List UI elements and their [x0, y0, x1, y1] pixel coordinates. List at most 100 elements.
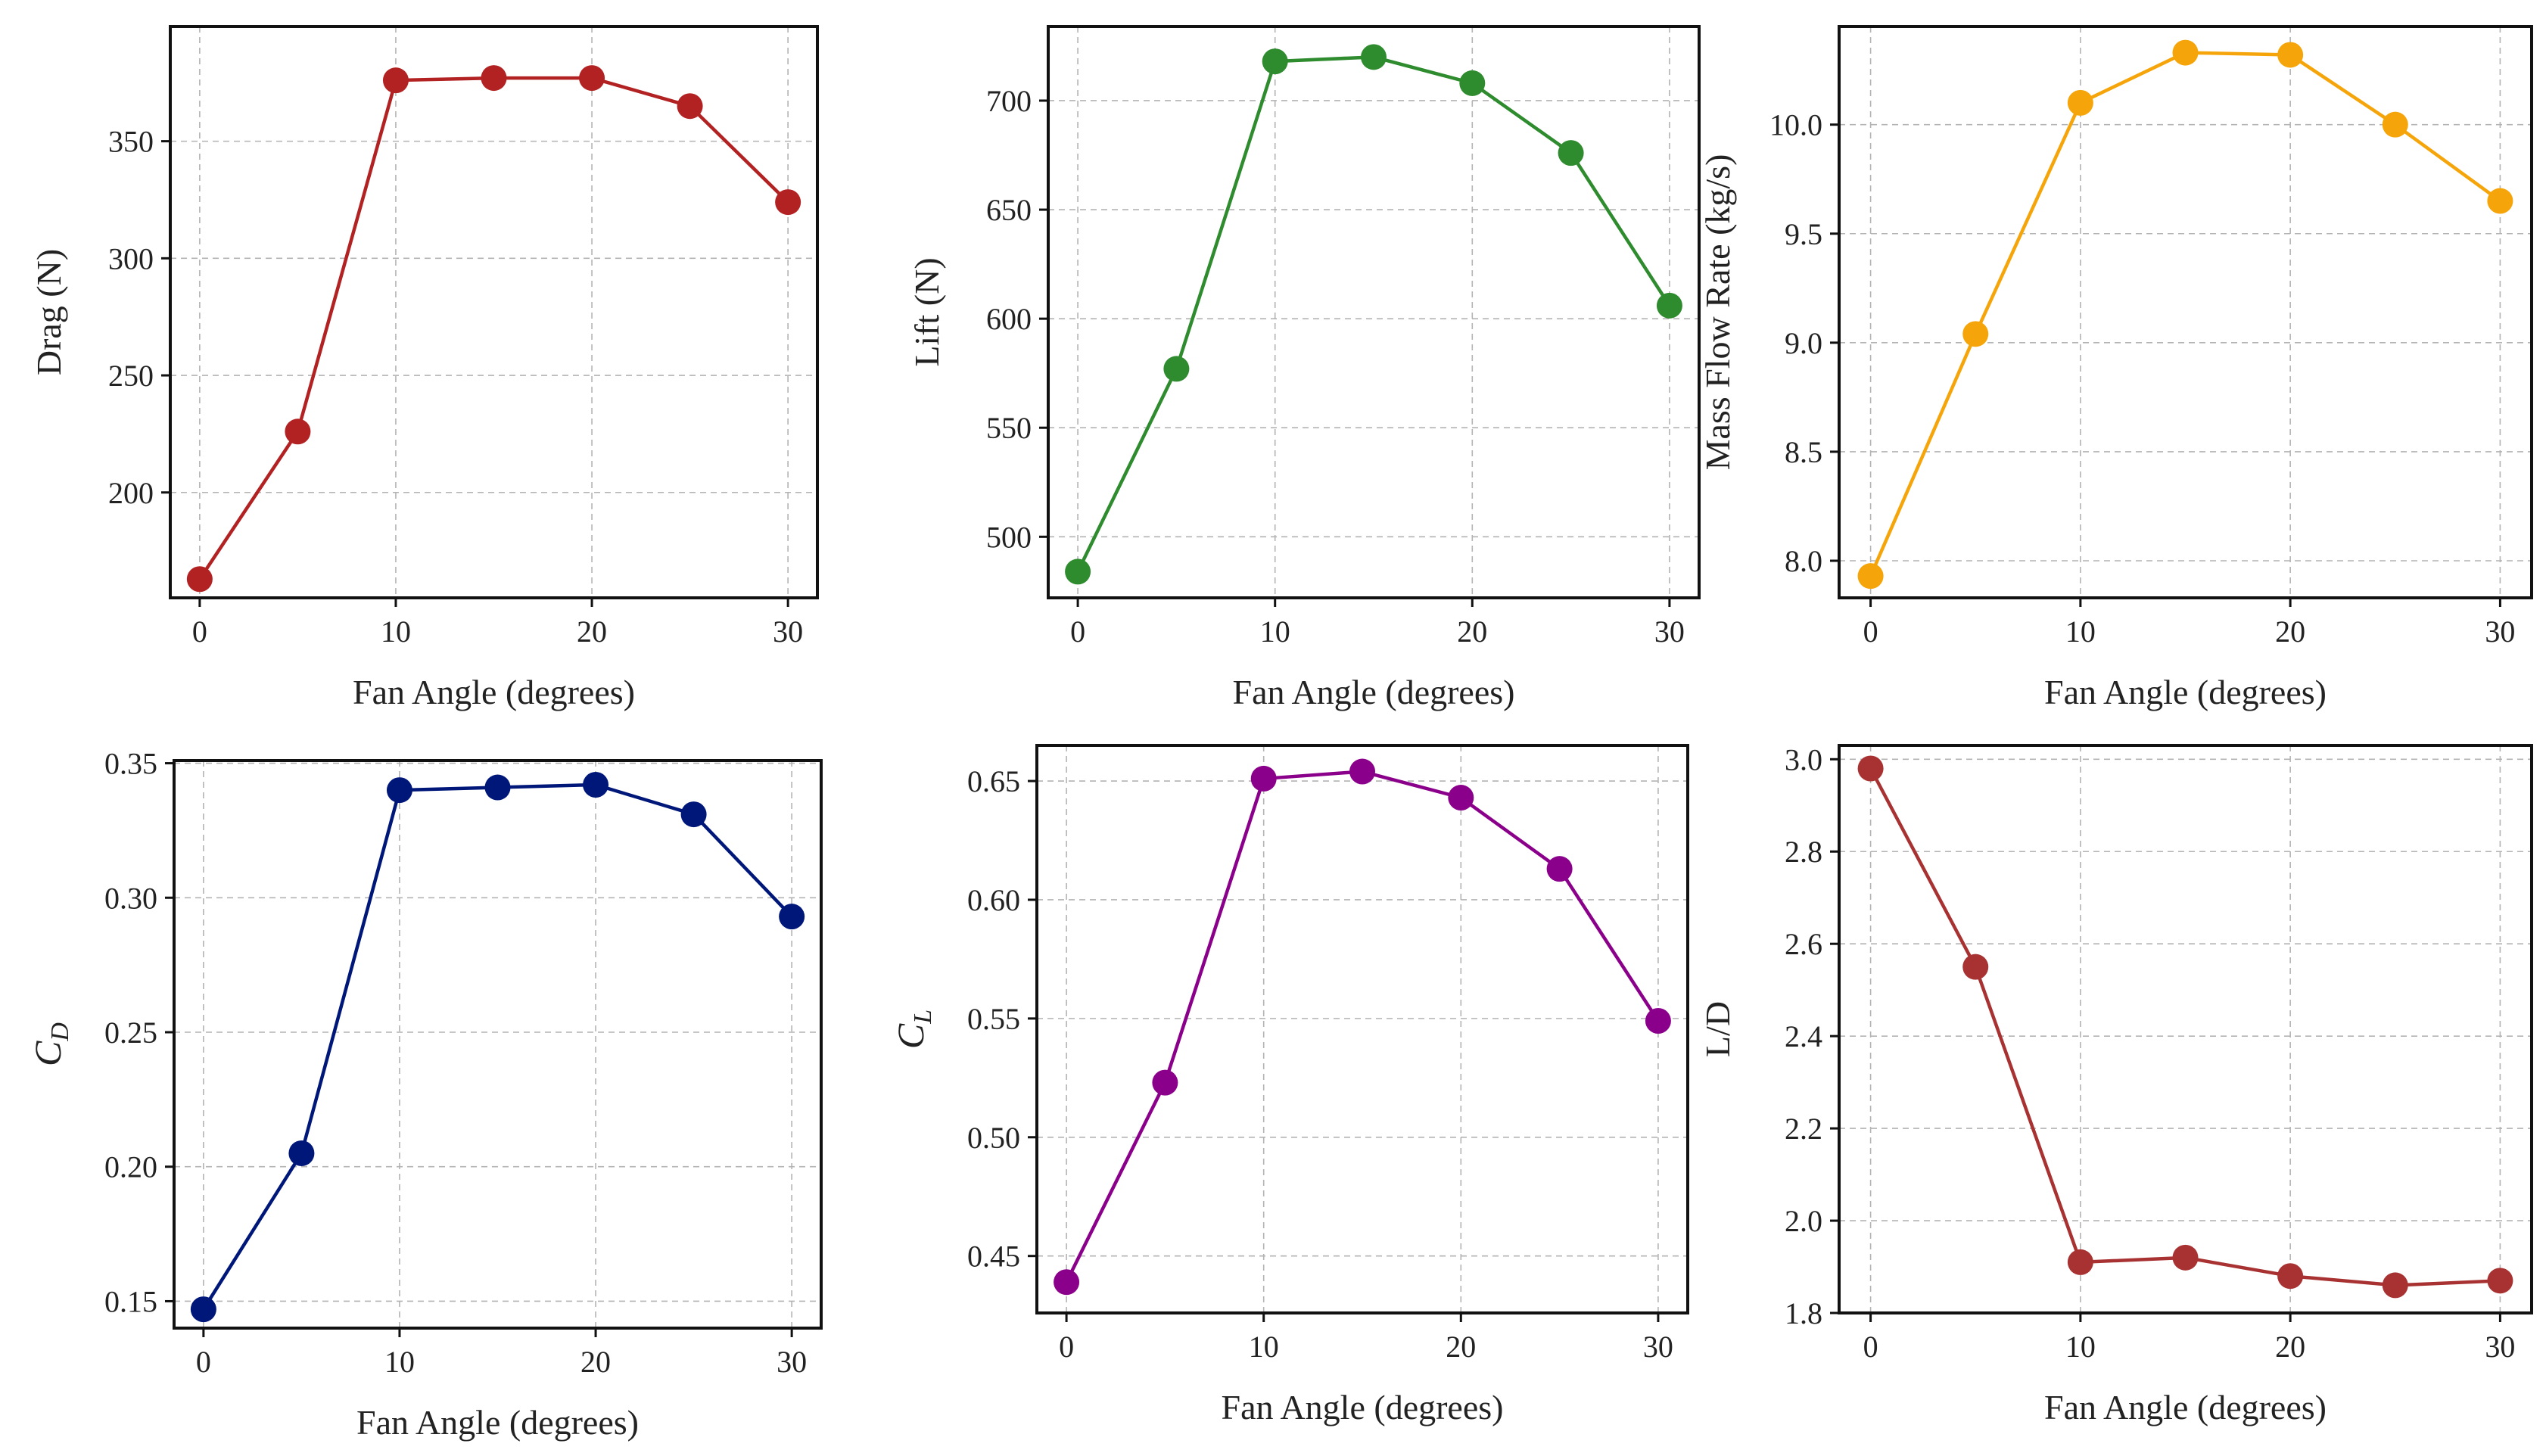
y-tick-label: 0.20	[104, 1150, 157, 1184]
x-tick-label: 10	[2065, 1330, 2096, 1364]
series-line	[201, 782, 793, 1311]
x-axis-label: Fan Angle (degrees)	[1233, 673, 1515, 711]
y-tick-label: 350	[108, 125, 154, 159]
data-point	[1250, 765, 1277, 792]
data-point	[2382, 111, 2408, 138]
data-point	[2067, 1249, 2093, 1275]
series-line	[1869, 767, 2501, 1287]
data-point	[382, 67, 409, 94]
series-line	[198, 76, 789, 580]
y-tick-label: 250	[108, 359, 154, 393]
data-point	[2382, 1272, 2408, 1299]
y-tick-label: 0.35	[104, 747, 157, 781]
x-tick-label: 10	[2065, 614, 2096, 649]
panel-cl: 0 10 20 30 0.45 0.50 0.55 0.60 0.65 Fan Angle (de…	[889, 744, 1689, 1426]
data-point	[2487, 188, 2513, 214]
panel-mass-flow: 0 10 20 30 8.0 8.5 9.0 9.5 10.0 Fan Angle (degree…	[1698, 25, 2533, 711]
x-tick-label: 30	[1654, 614, 1685, 649]
plot-frame	[1035, 744, 1689, 1314]
y-tick-label: 0.50	[967, 1121, 1020, 1155]
y-tick-label: 500	[986, 520, 1032, 554]
data-point	[1152, 1069, 1178, 1096]
y-tick-label: 1.8	[1785, 1296, 1822, 1330]
data-point	[1262, 48, 1288, 75]
data-point	[779, 904, 805, 930]
y-axis-label: Mass Flow Rate (kg/s)	[1698, 154, 1737, 471]
data-point	[386, 777, 412, 804]
data-point	[1857, 563, 1884, 590]
panel-ld: 0 10 20 30 1.8 2.0 2.2 2.4 2.6 2.8 3.0 Fan Angle (d…	[1698, 742, 2533, 1426]
data-point	[1656, 292, 1682, 319]
x-tick-label: 0	[1070, 614, 1085, 649]
y-tick-label: 0.60	[967, 883, 1020, 917]
y-tick-label: 2.0	[1785, 1204, 1822, 1238]
x-tick-label: 0	[196, 1345, 211, 1379]
data-point	[2277, 1263, 2304, 1290]
y-tick-label: 0.15	[104, 1284, 157, 1318]
x-axis-label: Fan Angle (degrees)	[2044, 673, 2327, 711]
x-tick-label: 30	[777, 1345, 807, 1379]
y-tick-label: 650	[986, 193, 1032, 227]
x-tick-label: 0	[1059, 1330, 1074, 1364]
x-tick-label: 30	[1643, 1330, 1673, 1364]
y-tick-label: 700	[986, 84, 1032, 118]
x-axis-label: Fan Angle (degrees)	[353, 673, 635, 711]
y-tick-label: 8.0	[1785, 544, 1822, 578]
data-point	[190, 1296, 216, 1323]
y-axis-label: L/D	[1698, 1001, 1737, 1057]
y-tick-label: 2.4	[1785, 1019, 1822, 1053]
x-tick-label: 20	[2275, 1330, 2305, 1364]
x-tick-label: 20	[2275, 614, 2305, 649]
panel-lift: 0 10 20 30 500 550 600 650 700 Fan Angle (degrees…	[907, 25, 1701, 711]
x-tick-label: 10	[1249, 1330, 1279, 1364]
y-tick-label: 0.25	[104, 1016, 157, 1050]
y-tick-label: 0.65	[967, 764, 1020, 798]
data-point	[1962, 321, 1989, 347]
data-point	[1459, 70, 1486, 96]
data-point	[1054, 1269, 1080, 1296]
x-tick-label: 20	[577, 614, 607, 649]
data-point	[2172, 1244, 2199, 1271]
x-axis-label: Fan Angle (degrees)	[1222, 1388, 1504, 1426]
y-tick-label: 0.55	[967, 1002, 1020, 1036]
y-axis-label: Lift (N)	[907, 257, 946, 366]
y-tick-label: 3.0	[1785, 742, 1822, 776]
data-point	[680, 801, 707, 828]
x-tick-label: 0	[192, 614, 207, 649]
x-tick-label: 0	[1863, 1330, 1878, 1364]
series-line	[1065, 770, 1660, 1283]
y-tick-label: 10.0	[1769, 108, 1822, 142]
x-tick-label: 30	[773, 614, 803, 649]
data-point	[1163, 356, 1190, 382]
y-tick-label: 2.2	[1785, 1112, 1822, 1146]
data-point	[285, 418, 311, 445]
data-point	[583, 771, 609, 798]
y-tick-label: 200	[108, 476, 154, 510]
y-tick-label: 2.8	[1785, 835, 1822, 869]
x-tick-label: 10	[381, 614, 411, 649]
x-tick-label: 20	[580, 1345, 611, 1379]
data-point	[2487, 1268, 2513, 1294]
data-point	[677, 93, 703, 120]
data-point	[2172, 39, 2199, 66]
plot-frame	[1838, 744, 2533, 1314]
data-point	[1361, 44, 1387, 70]
data-point	[481, 65, 507, 92]
x-tick-label: 30	[2485, 1330, 2515, 1364]
panel-cd: 0 10 20 30 0.15 0.20 0.25 0.30 0.35 Fan Angle (de…	[26, 747, 823, 1442]
y-tick-label: 600	[986, 302, 1032, 336]
plot-frame	[1047, 25, 1701, 599]
x-tick-label: 20	[1457, 614, 1487, 649]
data-point	[484, 774, 511, 801]
plot-frame	[1838, 25, 2533, 599]
data-point	[1962, 954, 1989, 980]
data-point	[1857, 755, 1884, 782]
y-tick-label: 0.30	[104, 881, 157, 915]
data-point	[1448, 785, 1474, 811]
series-line	[1076, 55, 1671, 573]
data-point	[1558, 140, 1584, 166]
plot-frame	[169, 25, 819, 599]
x-axis-label: Fan Angle (degrees)	[356, 1403, 639, 1442]
y-tick-label: 300	[108, 241, 154, 275]
